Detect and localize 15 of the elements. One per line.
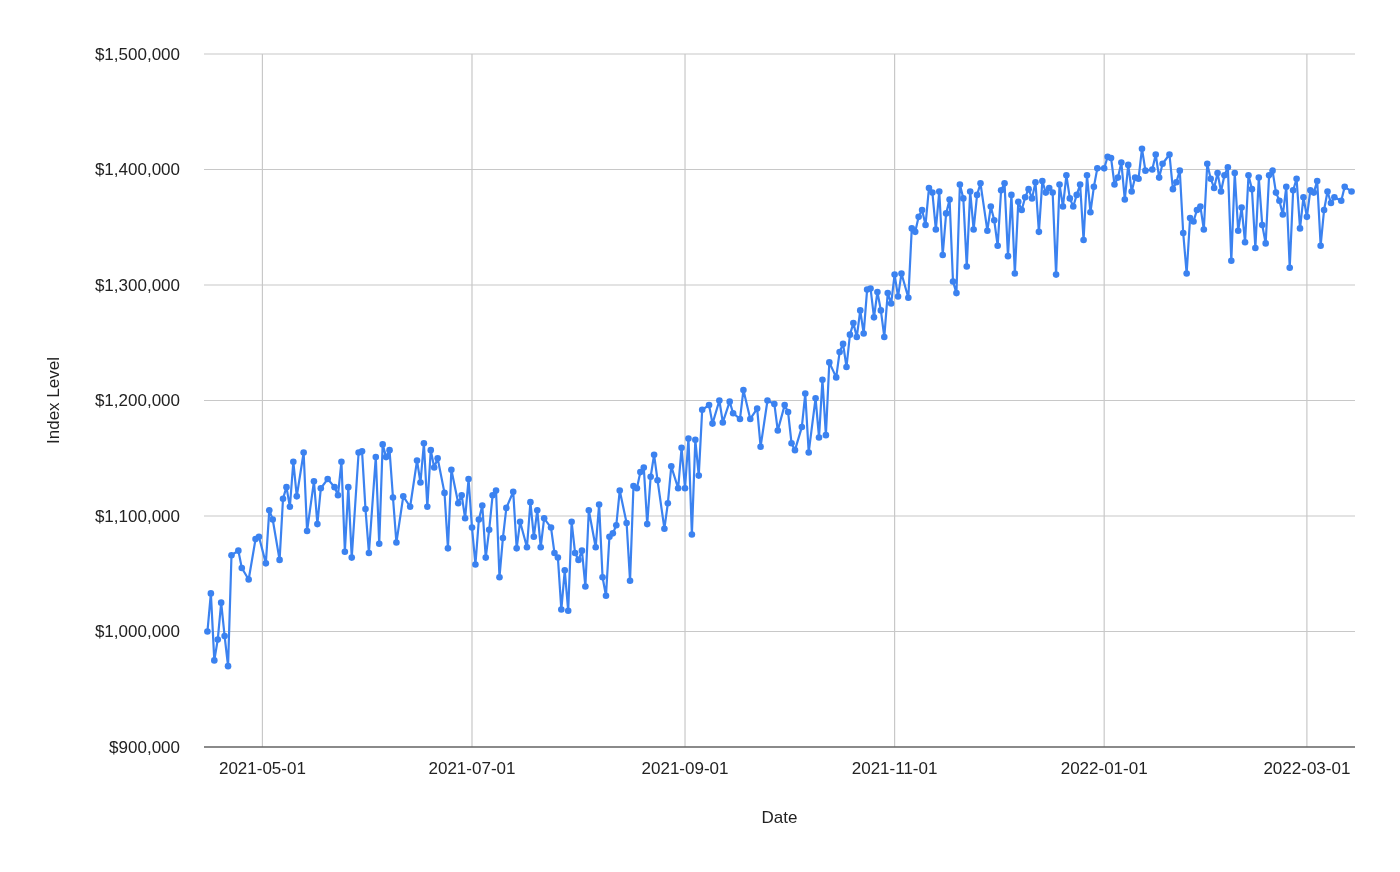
y-tick-label: $1,300,000	[94, 275, 180, 295]
y-axis-title: Index Level	[44, 357, 63, 444]
y-tick-label: $900,000	[109, 737, 180, 757]
x-tick-label: 2022-03-01	[1263, 759, 1351, 778]
x-tick-label: 2021-11-01	[851, 759, 938, 778]
y-tick-label: $1,000,000	[94, 622, 180, 642]
y-tick-label: $1,400,000	[94, 160, 180, 180]
x-tick-label: 2021-05-01	[218, 759, 306, 778]
y-tick-label: $1,200,000	[94, 391, 180, 411]
x-tick-label: 2022-01-01	[1060, 759, 1148, 778]
y-tick-label: $1,100,000	[94, 506, 180, 526]
x-axis-title: Date	[761, 808, 798, 827]
x-tick-label: 2021-07-01	[428, 759, 516, 778]
x-tick-label: 2021-09-01	[641, 759, 729, 778]
y-tick-label: $1,500,000	[94, 44, 180, 64]
